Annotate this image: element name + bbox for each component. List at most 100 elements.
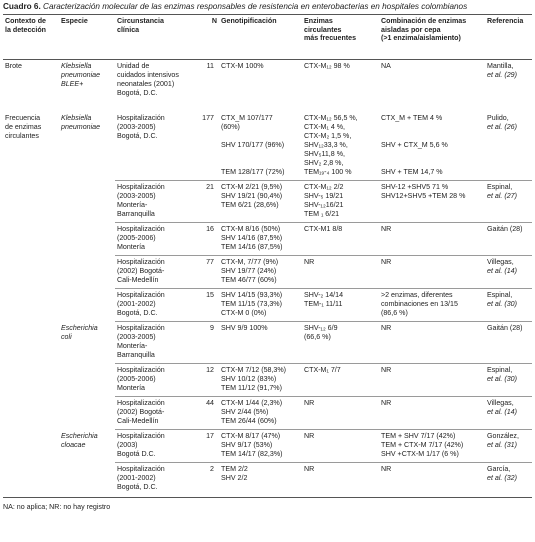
combinacion-cell: NR (379, 222, 485, 256)
circunstancia-line: Bogotá, D.C. (117, 132, 158, 140)
combinacion-cell: TEM + SHV 7/17 (42%) TEM + CTX-M 7/17 (42… (379, 429, 485, 463)
enzimas-line: CTX-M₁ 7/7 (304, 366, 341, 374)
circunstancia-cell: Hospitalización (2002) Bogotá- Cali-Medell… (115, 255, 200, 289)
circunstancia-line: Bogotá D.C. (117, 450, 156, 458)
combinacion-cell: SHV-12 +SHV5 71 % SHV12+SHV5 +TEM 28 % (379, 180, 485, 223)
enzimas-line: SHV₂ 2,8 %, (304, 159, 344, 167)
circunstancia-line: Hospitalización (117, 366, 165, 374)
contexto-cell (3, 181, 59, 223)
especie-cell: Escherichia cloacae (59, 430, 115, 463)
circunstancia-line: (2003-2005) (117, 192, 156, 200)
circunstancia-line: Hospitalización (117, 432, 165, 440)
especie-cell (59, 463, 115, 498)
combinacion-line: (86,6 %) (381, 309, 408, 317)
circunstancia-line: Hospitalización (117, 183, 165, 191)
genotipificacion-line: TEM 14/17 (82,3%) (221, 450, 283, 458)
circunstancia-cell: Hospitalización (2003-2005) Bogotá, D.C. (115, 101, 200, 181)
n-cell: 16 (200, 222, 219, 256)
circunstancia-cell: Hospitalización (2005-2006) Montería (115, 363, 200, 397)
contexto-cell (3, 463, 59, 498)
table-bottom-rule (3, 497, 532, 498)
circunstancia-line: Cali-Medellín (117, 417, 159, 425)
header-genotipificacion: Genotipificación (219, 14, 302, 60)
especie-cell (59, 364, 115, 397)
combinacion-cell: NA (379, 60, 485, 102)
referencia-line: et al. (31) (487, 441, 517, 449)
table-row: Hospitalización (2002) Bogotá- Cali-Medell… (3, 396, 532, 430)
circunstancia-line: Hospitalización (117, 324, 165, 332)
contexto-cell (3, 223, 59, 256)
genotipificacion-line: CTX-M 1/44 (2,3%) (221, 399, 283, 407)
genotipificacion-line: CTX-M 7/12 (58,3%) (221, 366, 287, 374)
header-row: Contexto de la detección Especie Circunsta… (3, 14, 532, 60)
genotipificacion-cell: CTX-M 1/44 (2,3%) SHV 2/44 (5%) TEM 26/44 … (219, 396, 302, 430)
table-row: Brote Klebsiella pneumoniae BLEE+ Unidad de c… (3, 60, 532, 102)
especie-line: Klebsiella (61, 62, 92, 70)
genotipificacion-line: SHV 9/17 (53%) (221, 441, 273, 449)
especie-cell (59, 289, 115, 322)
circunstancia-line: (2003-2005) (117, 123, 156, 131)
especie-cell (59, 181, 115, 223)
circunstancia-cell: Hospitalización (2003-2005) Montería- Barra… (115, 180, 200, 223)
circunstancia-line: Barranquilla (117, 351, 155, 359)
table-row: Hospitalización (2005-2006) Montería 16 CTX-… (3, 222, 532, 256)
genotipificacion-line: SHV 14/16 (87,5%) (221, 234, 283, 242)
circunstancia-line: (2002) Bogotá- (117, 267, 165, 275)
contexto-cell (3, 397, 59, 430)
especie-cell: Escherichia coli (59, 322, 115, 364)
contexto-cell (3, 430, 59, 463)
caption-label: Cuadro 6. (3, 2, 41, 11)
contexto-line: de enzimas (5, 123, 42, 131)
header-referencia: Referencia (485, 14, 532, 60)
combinacion-line: SHV + TEM 14,7 % (381, 168, 443, 176)
circunstancia-line: Montería (117, 384, 145, 392)
genotipificacion-cell: CTX-M 2/21 (9,5%) SHV 19/21 (90,4%) TEM 6/… (219, 180, 302, 223)
enzimas-cell: CTX-M₁₂ 98 % (302, 60, 379, 102)
header-circunstancia: Circunstancia clínica (115, 14, 200, 60)
genotipificacion-line: SHV 14/15 (93,3%) (221, 291, 283, 299)
referencia-line: Gaitán (28) (487, 225, 523, 233)
referencia-line: Espinal, (487, 291, 513, 299)
enzimas-line: CTX-M₁₂ 2/2 (304, 183, 344, 191)
referencia-line: García, (487, 465, 511, 473)
especie-line: pneumoniae (61, 123, 101, 131)
genotipificacion-cell: CTX-M 7/12 (58,3%) SHV 10/12 (83%) TEM 11/… (219, 363, 302, 397)
combinacion-line (381, 159, 483, 168)
circunstancia-cell: Hospitalización (2003-2005) Montería- Barra… (115, 321, 200, 364)
circunstancia-line: (2002) Bogotá- (117, 408, 165, 416)
circunstancia-line: Unidad de (117, 62, 150, 70)
circunstancia-line: neonatales (2001) (117, 80, 175, 88)
referencia-cell: Espinal, et al. (30) (485, 363, 532, 397)
table-row: Escherichia cloacae Hospitalización (2003) B… (3, 429, 532, 463)
table-row: Hospitalización (2003-2005) Montería- Barra… (3, 180, 532, 223)
genotipificacion-line: TEM 6/21 (28,6%) (221, 201, 279, 209)
enzimas-line: SHV-₅ 19/21 (304, 192, 344, 200)
table-row: Hospitalización (2001-2002) Bogotá, D.C. 15… (3, 288, 532, 322)
circunstancia-line: Bogotá, D.C. (117, 483, 158, 491)
circunstancia-cell: Unidad de cuidados intensivos neonatales (… (115, 60, 200, 102)
referencia-cell: Villegas, et al. (14) (485, 396, 532, 430)
circunstancia-line: Barranquilla (117, 210, 155, 218)
caption-text: Caracterización molecular de las enzimas… (43, 2, 468, 11)
header-n: N (200, 14, 219, 60)
enzimas-cell: NR (302, 462, 379, 497)
genotipificacion-line: TEM 11/15 (73,3%) (221, 300, 282, 308)
combinacion-line: NR (381, 225, 392, 233)
header-contexto: Contexto de la detección (3, 14, 59, 60)
n-cell: 12 (200, 363, 219, 397)
enzymes-table: Contexto de la detección Especie Circunsta… (3, 14, 532, 497)
contexto-cell (3, 322, 59, 364)
referencia-line: Gaitán (28) (487, 324, 523, 332)
enzimas-line: SHV₁₂33,3 %, (304, 141, 348, 149)
genotipificacion-cell: CTX-M, 7/77 (9%) SHV 19/77 (24%) TEM 46/77… (219, 255, 302, 289)
especie-cell (59, 223, 115, 256)
referencia-cell: Espinal, et al. (27) (485, 180, 532, 223)
referencia-cell: Gaitán (28) (485, 321, 532, 364)
enzimas-line: CTX-M₁₂ 56,5 %, (304, 114, 358, 122)
circunstancia-line: (2005-2006) (117, 234, 156, 242)
contexto-line: Brote (5, 62, 22, 70)
referencia-line: Villegas, (487, 258, 514, 266)
genotipificacion-line: SHV 170/177 (96%) (221, 141, 285, 149)
combinacion-line (381, 132, 483, 141)
combinacion-cell: >2 enzimas, diferentes combinaciones en 1… (379, 288, 485, 322)
